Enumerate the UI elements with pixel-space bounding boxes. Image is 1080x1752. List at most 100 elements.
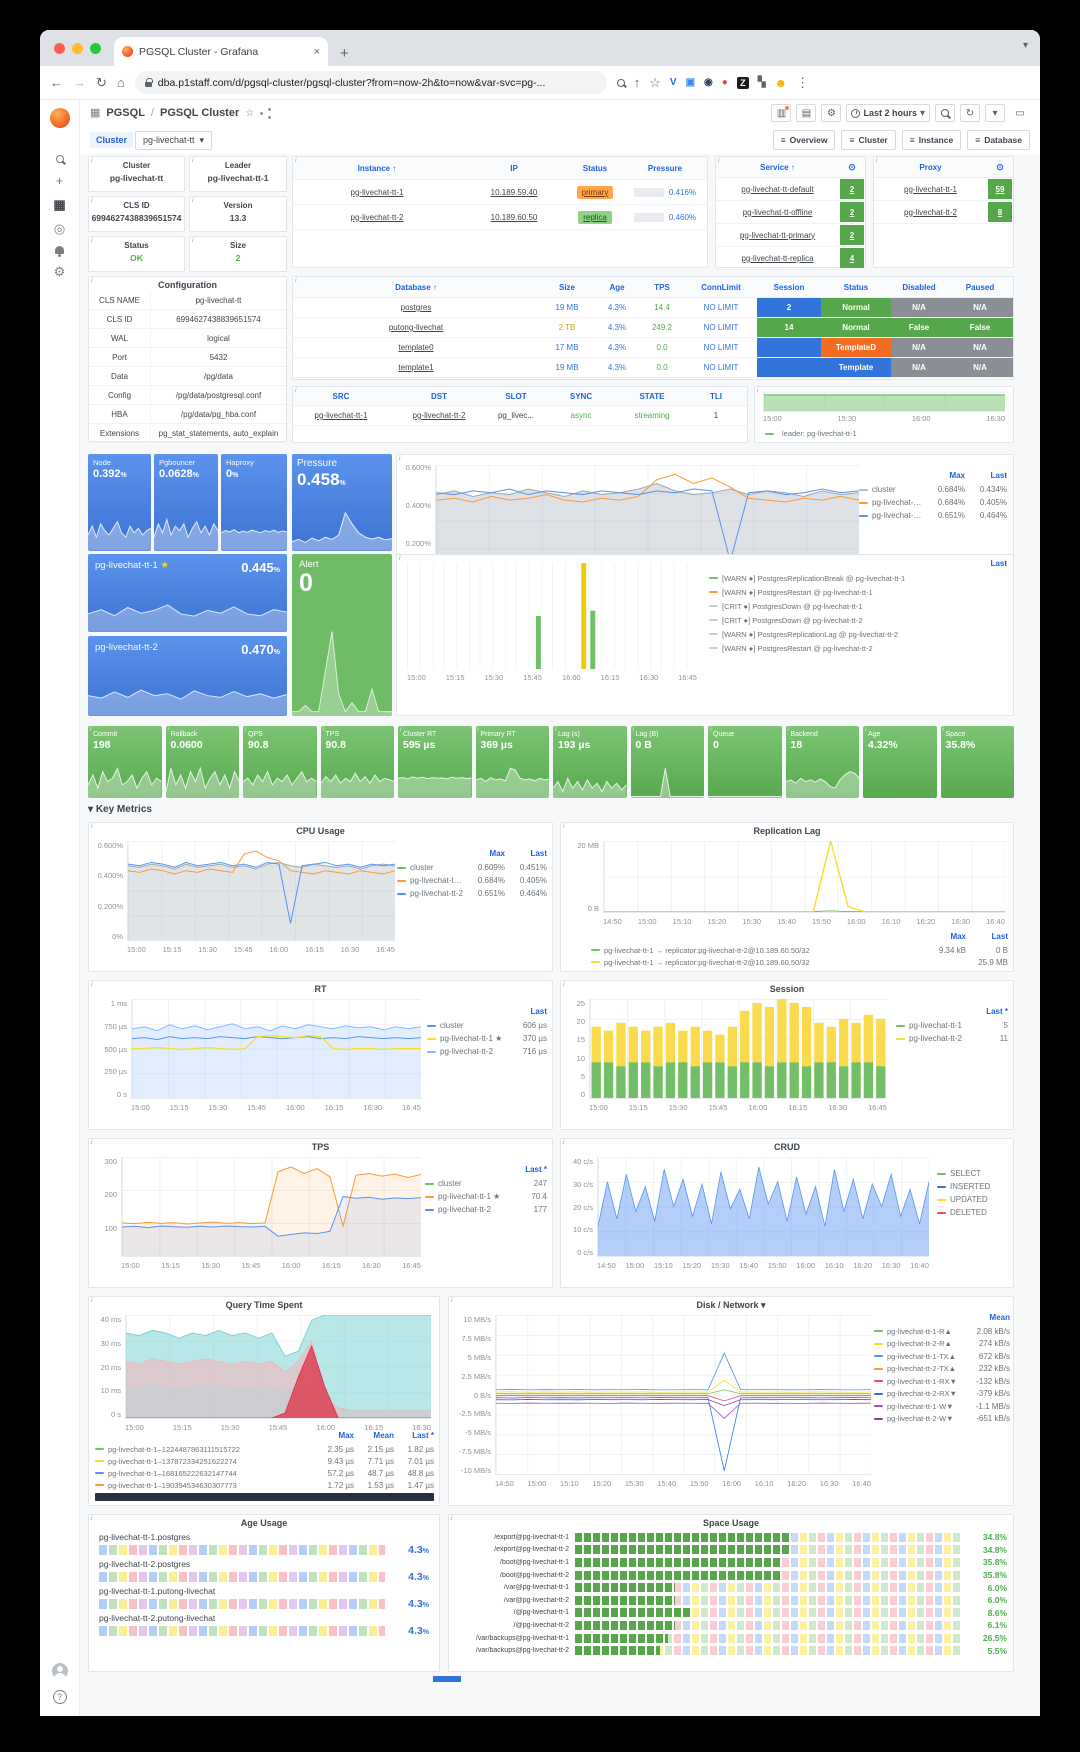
home-icon[interactable]: ⌂ bbox=[116, 75, 125, 90]
extension-puzzle-icon[interactable]: ▚ bbox=[757, 77, 766, 88]
legend-row[interactable]: pg-livechat-tt-1–137872334251622274 9.43… bbox=[95, 1455, 434, 1467]
service-count-badge[interactable]: 2 bbox=[840, 225, 864, 245]
panel-title[interactable]: CPU Usage bbox=[296, 826, 345, 836]
legend-row[interactable]: pg-livechat-tt-2 0.651% 0.464% bbox=[397, 887, 547, 900]
panel-title[interactable]: Disk / Network ▾ bbox=[696, 1300, 766, 1310]
stat-panel[interactable]: i Cluster pg-livechat-tt bbox=[88, 156, 185, 192]
tps-plot[interactable] bbox=[121, 1157, 421, 1257]
stat-panel[interactable]: i CLS ID 6994627438839651574 bbox=[88, 196, 185, 232]
bookmark-star-icon[interactable]: ☆ bbox=[649, 74, 661, 90]
dashboards-icon[interactable]: ▦ bbox=[53, 197, 66, 212]
view-link-button[interactable]: ≡ Overview bbox=[772, 130, 836, 150]
legend-row[interactable]: cluster 0.609% 0.451% bbox=[397, 861, 547, 874]
key-metrics-section-toggle[interactable]: ▾ Key Metrics bbox=[88, 804, 152, 815]
legend-row[interactable]: pg-livechat-tt-2 11 bbox=[896, 1032, 1008, 1045]
kpi-tile[interactable]: i Queue 0 bbox=[708, 726, 782, 798]
legend-row[interactable]: pg-livechat-tt-1 ★ 370 µs bbox=[427, 1032, 547, 1045]
legend-row[interactable]: pg-livechat-tt-2-TX▲ 232 kB/s bbox=[874, 1363, 1010, 1376]
instance-link[interactable]: pg-livechat-tt-1 bbox=[350, 187, 404, 197]
grafana-logo-icon[interactable] bbox=[49, 108, 70, 128]
legend-row[interactable]: pg-livechat-tt-2-W▼ -651 kB/s bbox=[874, 1413, 1010, 1426]
explore-compass-icon[interactable]: ◎ bbox=[53, 221, 66, 236]
tab-close-icon[interactable]: × bbox=[313, 45, 320, 58]
share-icon[interactable]: ↑ bbox=[633, 75, 641, 90]
back-icon[interactable]: ← bbox=[50, 75, 63, 90]
instance-link[interactable]: pg-livechat-tt-2 bbox=[350, 212, 404, 222]
maximize-window-icon[interactable] bbox=[90, 43, 101, 54]
close-window-icon[interactable] bbox=[54, 43, 65, 54]
legend-row[interactable]: cluster 0.684% 0.434% bbox=[859, 483, 1007, 496]
favorite-star-icon[interactable]: ☆ bbox=[245, 107, 255, 119]
legend-row[interactable]: INSERTED bbox=[937, 1180, 1009, 1193]
database-link[interactable]: template1 bbox=[398, 363, 434, 372]
service-count-badge[interactable]: 2 bbox=[840, 179, 864, 199]
replag-plot[interactable] bbox=[603, 841, 1005, 913]
legend-row[interactable]: pg-livechat-tt-1 → replicator:pg-livecha… bbox=[591, 944, 1008, 956]
legend-row[interactable]: [CRIT ●] PostgresDown @ pg-livechat-tt-2 bbox=[709, 613, 1007, 627]
dashboard-settings-button[interactable]: ⚙ bbox=[821, 104, 842, 122]
panel-title[interactable]: RT bbox=[314, 984, 327, 994]
browser-menu-icon[interactable]: ⋮ bbox=[796, 74, 810, 90]
legend-row[interactable]: [WARN ●] PostgresReplicationLag @ pg-liv… bbox=[709, 627, 1007, 641]
legend-row[interactable]: pg-livechat-tt-1 ★ 0.684% 0.405% bbox=[859, 496, 1007, 509]
legend-row[interactable]: cluster 606 µs bbox=[427, 1019, 547, 1032]
browser-tab[interactable]: PGSQL Cluster - Grafana × bbox=[114, 37, 328, 66]
service-count-badge[interactable]: 4 bbox=[840, 248, 864, 268]
create-plus-icon[interactable]: + bbox=[55, 173, 64, 188]
legend-row[interactable]: pg-livechat-tt-1-TX▲ 672 kB/s bbox=[874, 1350, 1010, 1363]
panel-title[interactable]: Query Time Spent bbox=[225, 1300, 303, 1310]
search-icon[interactable] bbox=[55, 155, 64, 163]
kpi-tile[interactable]: i Age 4.32% bbox=[863, 726, 937, 798]
extension-v-icon[interactable]: V bbox=[669, 77, 677, 88]
legend-row[interactable]: pg-livechat-tt-1–1224487863111515722 2.3… bbox=[95, 1443, 434, 1455]
extension-z-icon[interactable]: Z bbox=[736, 76, 749, 89]
alert-tile[interactable]: Alert 0 bbox=[292, 554, 392, 716]
crud-plot[interactable] bbox=[597, 1157, 929, 1257]
url-bar[interactable]: dba.p1staff.com/d/pgsql-cluster/pgsql-cl… bbox=[134, 71, 607, 94]
breadcrumb-app[interactable]: PGSQL bbox=[106, 107, 145, 119]
kpi-tile[interactable]: i Primary RT 369 µs bbox=[475, 726, 549, 798]
legend-row[interactable]: pg-livechat-tt-2 0.651% 0.464% bbox=[859, 509, 1007, 522]
panel-title[interactable]: Age Usage bbox=[240, 1518, 288, 1528]
legend-row[interactable]: [WARN ●] PostgresRestart @ pg-livechat-t… bbox=[709, 585, 1007, 599]
service-link[interactable]: pg-livechat-tt-offline bbox=[742, 207, 813, 217]
legend-row[interactable]: cluster 247 bbox=[425, 1177, 547, 1190]
service-link[interactable]: pg-livechat-tt-primary bbox=[739, 230, 816, 240]
ip-link[interactable]: 10.189.60.50 bbox=[490, 212, 538, 222]
refresh-button[interactable]: ↻ bbox=[960, 104, 980, 122]
kpi-tile[interactable]: i Lag (s) 193 µs bbox=[553, 726, 627, 798]
cluster-variable-select[interactable]: pg-livechat-tt ▾ bbox=[135, 130, 213, 150]
save-dashboard-button[interactable]: ▤ bbox=[796, 104, 817, 122]
legend-row[interactable]: pg-livechat-tt-1 ★ 0.684% 0.405% bbox=[397, 874, 547, 887]
legend-row[interactable]: pg-livechat-tt-1 → replicator:pg-livecha… bbox=[591, 956, 1008, 968]
session-plot[interactable] bbox=[589, 999, 887, 1099]
refresh-interval-chevron[interactable]: ▾ bbox=[985, 104, 1005, 122]
panel-title[interactable]: Configuration bbox=[158, 280, 217, 290]
forward-icon[interactable]: → bbox=[73, 75, 86, 90]
zoom-out-button[interactable] bbox=[935, 104, 955, 122]
node-pressure-tile[interactable]: Node 0.392% bbox=[88, 454, 151, 551]
new-tab-button[interactable]: + bbox=[340, 45, 349, 62]
src-link[interactable]: pg-livechat-tt-1 bbox=[314, 411, 368, 420]
alert-plot[interactable] bbox=[407, 563, 697, 669]
kpi-tile[interactable]: i Space 35.8% bbox=[940, 726, 1014, 798]
share-dashboard-icon[interactable] bbox=[260, 107, 272, 119]
leader-chart-plot[interactable] bbox=[763, 392, 1005, 412]
legend-row[interactable]: UPDATED bbox=[937, 1193, 1009, 1206]
kpi-tile[interactable]: i Cluster RT 595 µs bbox=[398, 726, 472, 798]
legend-row[interactable]: pg-livechat-tt-1–190394534630307773 1.72… bbox=[95, 1479, 434, 1491]
configuration-gear-icon[interactable]: ⚙ bbox=[53, 264, 66, 279]
haproxy-pressure-tile[interactable]: Haproxy 0% bbox=[221, 454, 287, 551]
database-link[interactable]: postgres bbox=[400, 303, 432, 312]
legend-row[interactable]: [WARN ●] PostgresReplicationBreak @ pg-l… bbox=[709, 571, 1007, 585]
database-link[interactable]: putong-livechat bbox=[388, 323, 444, 332]
panel-title[interactable]: TPS bbox=[311, 1142, 330, 1152]
kpi-tile[interactable]: i TPS 90.8 bbox=[320, 726, 394, 798]
stat-panel[interactable]: i Status OK bbox=[88, 236, 185, 272]
panel-title[interactable]: Replication Lag bbox=[753, 826, 821, 836]
pressure-big-tile[interactable]: Pressure 0.458% bbox=[292, 454, 392, 551]
panel-title[interactable]: Session bbox=[769, 984, 805, 994]
view-link-button[interactable]: ≡ Cluster bbox=[841, 130, 896, 150]
proxy-link[interactable]: pg-livechat-tt-1 bbox=[904, 184, 957, 194]
legend-row[interactable]: pg-livechat-tt-2 177 bbox=[425, 1203, 547, 1216]
